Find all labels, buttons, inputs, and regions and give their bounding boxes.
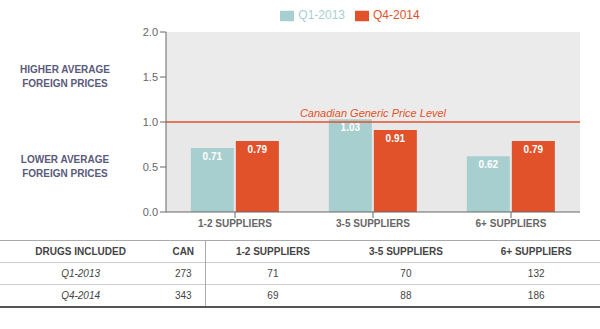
html-text:Q1-2013: Q1-2013 <box>298 8 345 22</box>
svg-text:6+ SUPPLIERS: 6+ SUPPLIERS <box>476 218 547 229</box>
svg-text:0.71: 0.71 <box>203 151 223 162</box>
svg-text:0.5: 0.5 <box>143 161 158 173</box>
svg-text:Canadian Generic Price Level: Canadian Generic Price Level <box>300 107 447 119</box>
svg-text:0.79: 0.79 <box>248 144 268 155</box>
svg-text:1.03: 1.03 <box>341 122 361 133</box>
html-text:CAN: CAN <box>172 246 195 257</box>
html-text:273: 273 <box>174 268 192 279</box>
svg-text:2.0: 2.0 <box>143 26 158 38</box>
svg-text:1.0: 1.0 <box>143 116 158 128</box>
svg-text:1.5: 1.5 <box>143 71 158 83</box>
html-text:Q4-2014: Q4-2014 <box>61 290 101 301</box>
html-text:132: 132 <box>527 268 545 279</box>
html-text:1-2 SUPPLIERS: 1-2 SUPPLIERS <box>235 246 310 257</box>
svg-text:LOWER AVERAGEFOREIGN PRICES: LOWER AVERAGEFOREIGN PRICES <box>21 154 110 179</box>
svg-text:0.62: 0.62 <box>479 159 499 170</box>
html-text:DRUGS INCLUDED: DRUGS INCLUDED <box>35 246 126 257</box>
html-text:3-5 SUPPLIERS: 3-5 SUPPLIERS <box>369 246 443 257</box>
svg-text:0.0: 0.0 <box>143 206 158 218</box>
html-text:343: 343 <box>174 290 192 301</box>
html-text:70: 70 <box>400 268 412 279</box>
html-text:69: 69 <box>267 290 279 301</box>
html-text:186: 186 <box>527 290 545 301</box>
html-text:Q1-2013: Q1-2013 <box>61 268 101 279</box>
svg-text:1-2 SUPPLIERS: 1-2 SUPPLIERS <box>198 218 272 229</box>
svg-text:0.91: 0.91 <box>386 133 406 144</box>
html-text:71: 71 <box>267 268 279 279</box>
html-text:6+ SUPPLIERS: 6+ SUPPLIERS <box>500 246 572 257</box>
html-text:Q4-2014: Q4-2014 <box>373 8 420 22</box>
html-text:88: 88 <box>400 290 412 301</box>
svg-text:3-5 SUPPLIERS: 3-5 SUPPLIERS <box>336 218 410 229</box>
svg-text:HIGHER AVERAGEFOREIGN PRICES: HIGHER AVERAGEFOREIGN PRICES <box>20 64 110 89</box>
svg-text:0.79: 0.79 <box>524 144 544 155</box>
